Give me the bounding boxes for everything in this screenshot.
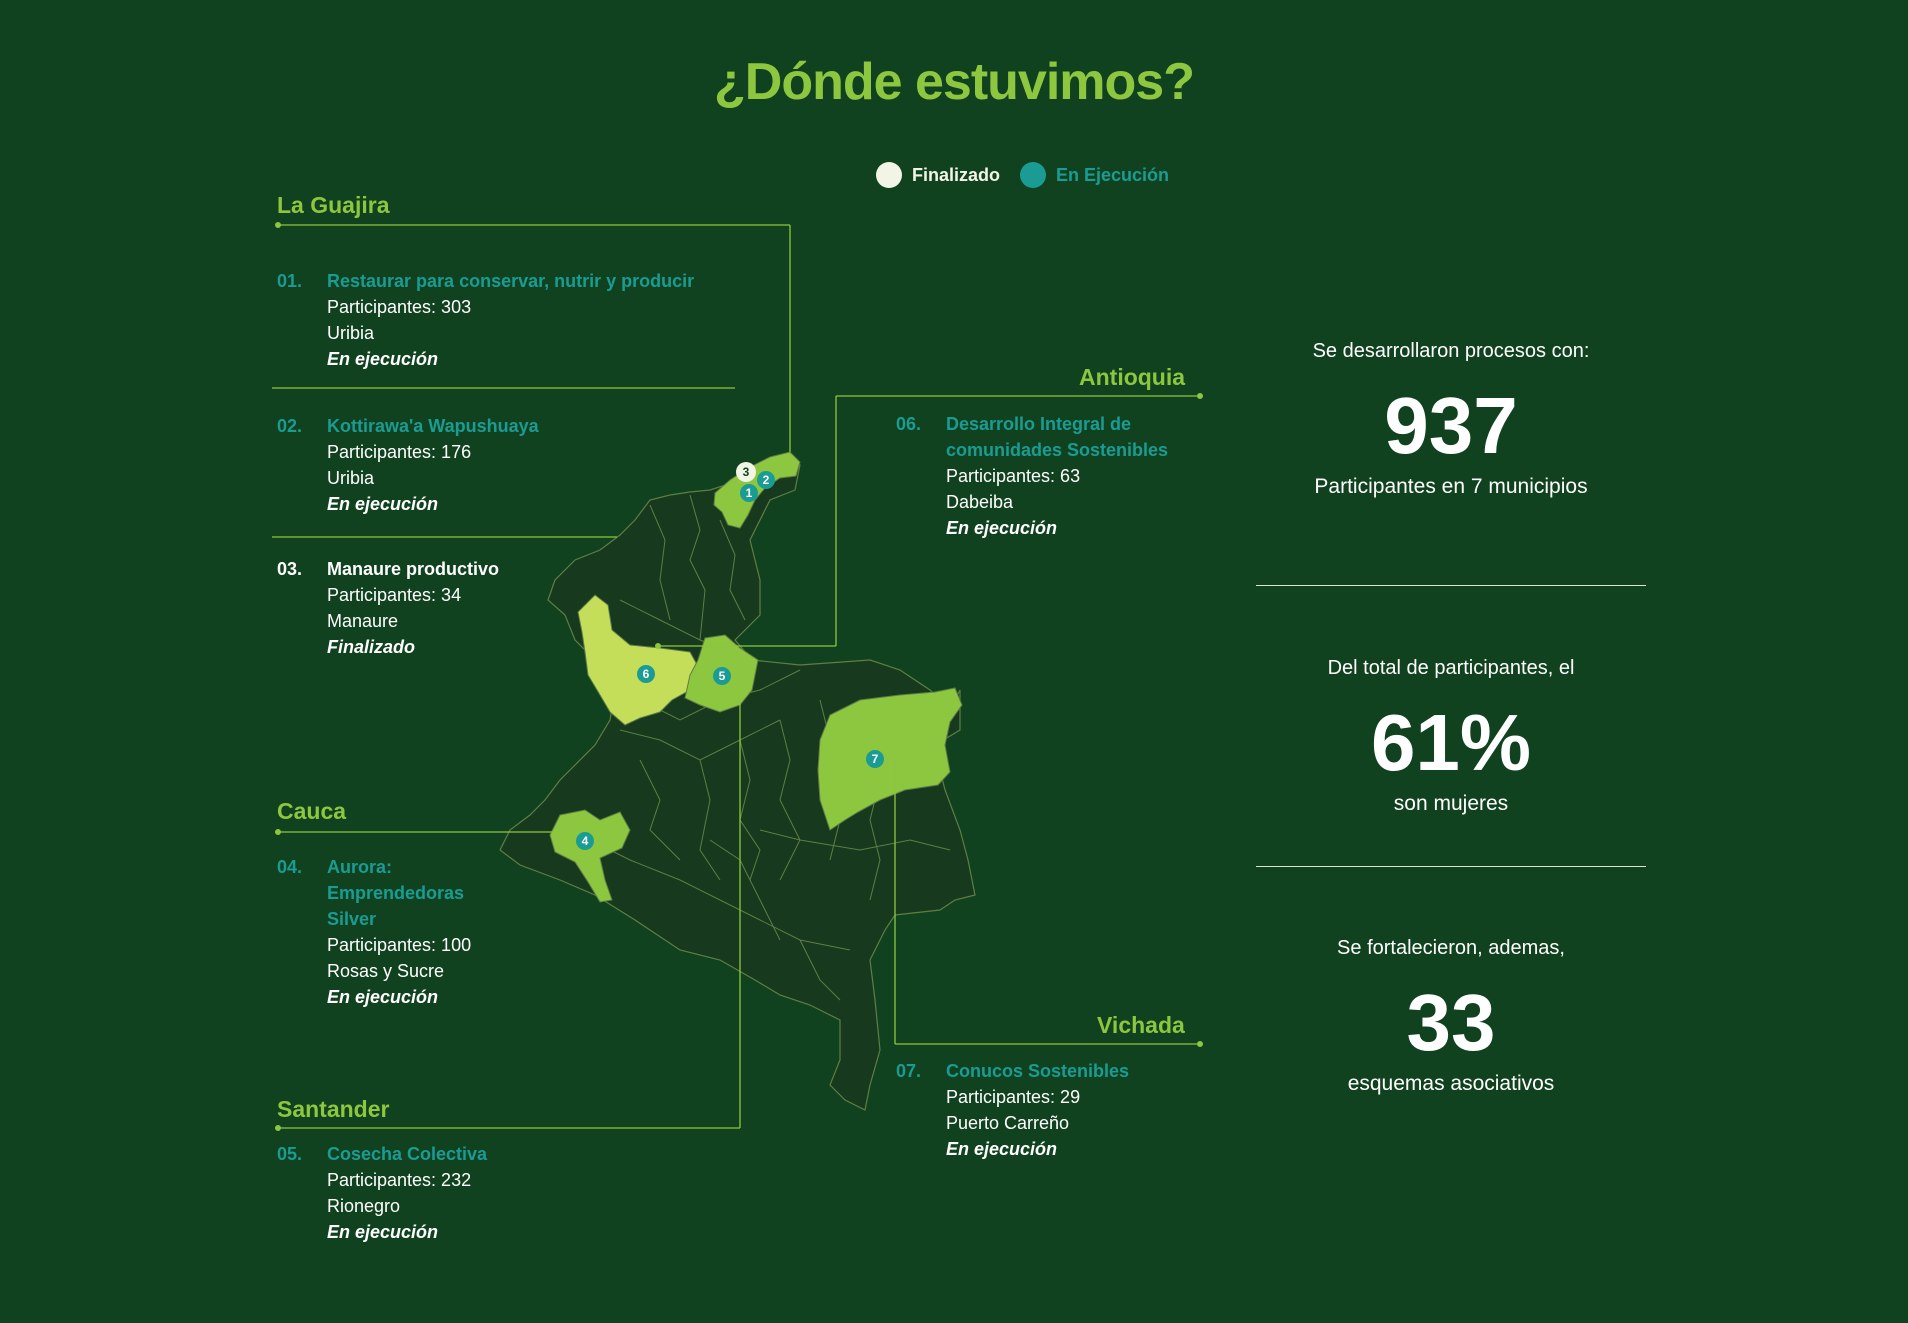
region-title-santander: Santander (277, 1096, 390, 1122)
stat-caption: son mujeres (1393, 792, 1509, 815)
map-region-antioquia (577, 594, 701, 726)
stat-divider (1256, 866, 1646, 867)
stat-associations: Se fortalecieron, ademas, 33 esquemas as… (1256, 937, 1646, 1096)
project-name[interactable]: Silver (327, 909, 377, 929)
map-marker-label: 3 (743, 465, 750, 479)
map-region-cauca (549, 809, 631, 903)
project-status: En ejecución (946, 1139, 1058, 1159)
map-marker-2[interactable]: 2 (757, 471, 775, 489)
map-marker-5[interactable]: 5 (713, 667, 731, 685)
project-name[interactable]: Emprendedoras (327, 883, 465, 903)
project-number: 06. (896, 414, 922, 434)
project-06: 06. Desarrollo Integral de comunidades S… (896, 411, 1216, 551)
project-place: Rosas y Sucre (327, 961, 445, 981)
project-participants: Participantes: 303 (327, 297, 472, 317)
map-marker-label: 1 (746, 486, 753, 500)
region-title-vichada: Vichada (1097, 1012, 1185, 1038)
project-number: 04. (277, 857, 303, 877)
project-place: Manaure (327, 611, 399, 631)
stat-value: 61% (1370, 698, 1532, 787)
project-status: En ejecución (327, 987, 439, 1007)
project-participants: Participantes: 232 (327, 1170, 472, 1190)
legend-active-label: En Ejecución (1056, 164, 1170, 185)
connector-endpoints (275, 222, 1203, 1131)
project-number: 02. (277, 416, 303, 436)
map-legend: Finalizado En Ejecución (876, 162, 1189, 188)
project-name[interactable]: Kottirawa'a Wapushuaya (327, 416, 539, 436)
project-04: 04. Aurora: Emprendedoras Silver Partici… (277, 854, 577, 1014)
project-participants: Participantes: 63 (946, 466, 1081, 486)
project-status: Finalizado (327, 637, 416, 657)
stat-caption: Participantes en 7 municipios (1314, 475, 1588, 498)
page-title: ¿Dónde estuvimos? (714, 53, 1195, 111)
project-number: 03. (277, 559, 303, 579)
stat-intro: Se desarrollaron procesos con: (1312, 340, 1590, 362)
stat-value: 33 (1406, 978, 1496, 1067)
project-participants: Participantes: 34 (327, 585, 462, 605)
project-status: En ejecución (327, 349, 439, 369)
region-title-cauca: Cauca (277, 798, 347, 824)
project-name[interactable]: Restaurar para conservar, nutrir y produ… (327, 271, 695, 291)
active-dot-icon (1020, 162, 1047, 188)
map-marker-label: 7 (872, 752, 879, 766)
map-marker-label: 4 (582, 834, 589, 848)
project-place: Uribia (327, 323, 375, 343)
project-05: 05. Cosecha Colectiva Participantes: 232… (277, 1141, 677, 1251)
connector-lines (272, 224, 1200, 1129)
project-name[interactable]: Aurora: (327, 857, 393, 877)
project-status: En ejecución (327, 494, 439, 514)
stat-women: Del total de participantes, el 61% son m… (1256, 657, 1646, 816)
map-marker-label: 2 (763, 473, 770, 487)
project-place: Dabeiba (946, 492, 1014, 512)
map-marker-6[interactable]: 6 (637, 665, 655, 683)
project-number: 01. (277, 271, 303, 291)
stat-intro: Se fortalecieron, ademas, (1337, 937, 1565, 959)
project-name[interactable]: Desarrollo Integral de (946, 414, 1132, 434)
project-name[interactable]: Conucos Sostenibles (946, 1061, 1130, 1081)
project-participants: Participantes: 176 (327, 442, 472, 462)
project-07: 07. Conucos Sostenibles Participantes: 2… (896, 1058, 1216, 1168)
project-name[interactable]: Manaure productivo (327, 559, 500, 579)
project-name[interactable]: Cosecha Colectiva (327, 1144, 488, 1164)
project-01: 01. Restaurar para conservar, nutrir y p… (277, 268, 757, 378)
stat-divider (1256, 585, 1646, 586)
map-region-vichada (817, 687, 963, 831)
map-marker-1[interactable]: 1 (740, 484, 758, 502)
map-marker-7[interactable]: 7 (866, 750, 884, 768)
project-status: En ejecución (946, 518, 1058, 538)
map-marker-label: 6 (643, 667, 650, 681)
map-marker-label: 5 (719, 669, 726, 683)
region-title-la-guajira: La Guajira (277, 192, 390, 218)
map-marker-4[interactable]: 4 (576, 832, 594, 850)
map-marker-3[interactable]: 3 (736, 462, 756, 482)
project-place: Rionegro (327, 1196, 401, 1216)
project-name[interactable]: comunidades Sostenibles (946, 440, 1169, 460)
stat-caption: esquemas asociativos (1347, 1072, 1555, 1095)
region-title-antioquia: Antioquia (1079, 364, 1186, 390)
project-participants: Participantes: 100 (327, 935, 472, 955)
finished-dot-icon (876, 162, 902, 188)
project-number: 05. (277, 1144, 303, 1164)
stat-participants: Se desarrollaron procesos con: 937 Parti… (1256, 340, 1646, 499)
project-status: En ejecución (327, 1222, 439, 1242)
project-03: 03. Manaure productivo Participantes: 34… (277, 556, 717, 666)
project-place: Uribia (327, 468, 375, 488)
project-place: Puerto Carreño (946, 1113, 1070, 1133)
project-participants: Participantes: 29 (946, 1087, 1081, 1107)
stat-intro: Del total de participantes, el (1327, 657, 1575, 679)
project-02: 02. Kottirawa'a Wapushuaya Participantes… (277, 413, 717, 523)
legend-finished-label: Finalizado (912, 164, 1001, 185)
project-number: 07. (896, 1061, 922, 1081)
stat-value: 937 (1384, 381, 1518, 470)
